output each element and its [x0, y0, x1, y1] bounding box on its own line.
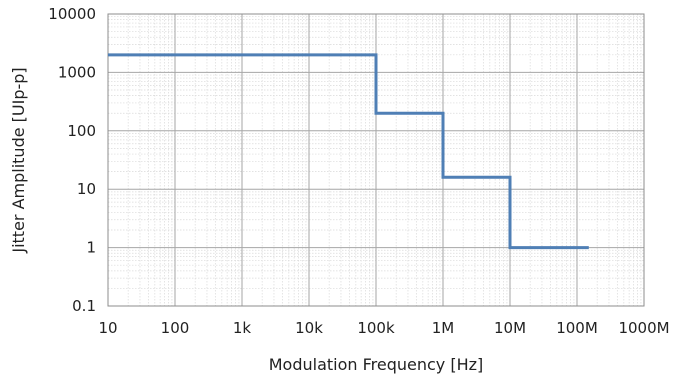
x-tick-label: 100M	[556, 319, 598, 337]
y-tick-label: 100	[67, 122, 96, 140]
y-axis-title: Jitter Amplitude [UIp-p]	[9, 67, 28, 253]
series-line	[108, 53, 589, 250]
x-axis-title: Modulation Frequency [Hz]	[269, 355, 484, 374]
x-tick-label: 10	[98, 319, 117, 337]
x-tick-label: 10M	[494, 319, 526, 337]
x-tick-label: 1M	[432, 319, 455, 337]
x-tick-label: 1k	[233, 319, 252, 337]
y-tick-label: 1000	[58, 63, 96, 81]
y-tick-label: 10000	[48, 5, 96, 23]
x-tick-label: 100k	[357, 319, 395, 337]
y-tick-label: 10	[77, 180, 96, 198]
y-tick-labels: 0.1 1 10 100 1000 10000	[48, 5, 96, 315]
x-tick-label: 100	[161, 319, 190, 337]
y-tick-label: 1	[86, 239, 96, 257]
series-layer	[108, 53, 589, 250]
plot-frame	[107, 13, 645, 307]
x-tick-labels: 10 100 1k 10k 100k 1M 10M 100M 1000M	[98, 319, 669, 337]
x-tick-label: 1000M	[618, 319, 669, 337]
y-tick-label: 0.1	[72, 297, 96, 315]
x-tick-label: 10k	[295, 319, 323, 337]
